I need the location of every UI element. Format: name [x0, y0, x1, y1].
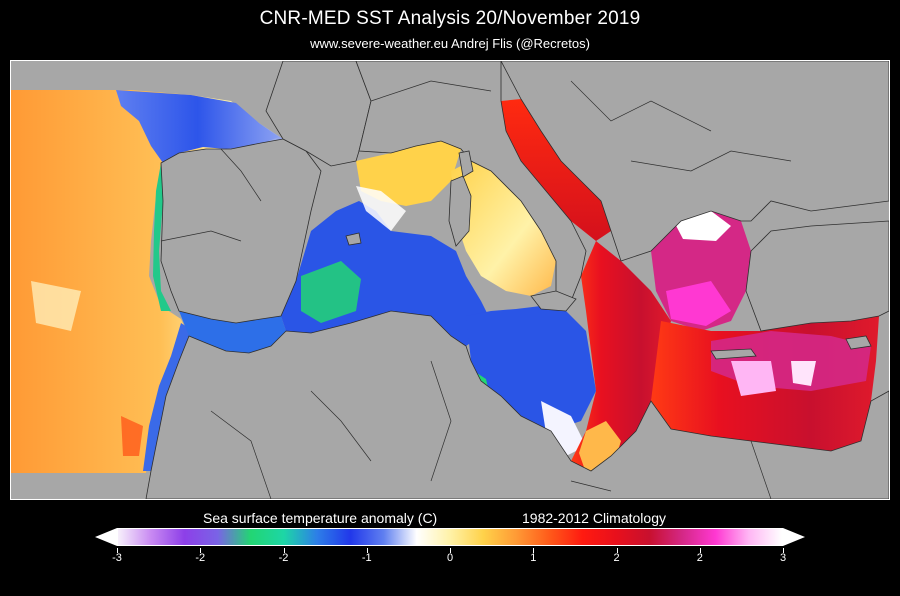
- mallorca-outline: [345, 232, 362, 246]
- colorbar-tick: [533, 548, 535, 553]
- colorbar-tick-label: -1: [361, 552, 372, 564]
- corsica-outline: [458, 150, 474, 178]
- colorbar-tick: [283, 548, 285, 553]
- colorbar-tick: [616, 548, 618, 553]
- ligurian-white: [356, 186, 406, 231]
- italy-outline: [355, 61, 587, 307]
- colorbar-tick: [366, 548, 368, 553]
- sst-anomaly-map: [10, 60, 890, 500]
- atlantic-white-patch: [31, 281, 81, 331]
- levantine-white-2: [791, 361, 816, 386]
- bay-of-biscay: [116, 90, 279, 163]
- colorbar-tick-label: 0: [446, 552, 454, 564]
- colorbar-tick: [699, 548, 701, 553]
- iberia-coastal-strip: [153, 161, 171, 311]
- balkans-outline: [500, 61, 889, 262]
- north-africa-outline: [145, 310, 889, 499]
- legend-title: Sea surface temperature anomaly (C): [203, 510, 438, 526]
- country-borders: [160, 80, 792, 499]
- map-title: CNR-MED SST Analysis 20/November 2019: [259, 8, 641, 29]
- colorbar-tick-label: -3: [112, 552, 122, 564]
- colorbar-tick-label: 3: [779, 552, 787, 564]
- colorbar-tick-label: 2: [613, 552, 620, 564]
- ligurian-sea: [356, 141, 461, 206]
- colorbar-tick-label: -2: [195, 552, 206, 564]
- ionian-sea: [571, 241, 671, 471]
- adriatic-sea: [501, 99, 611, 241]
- morocco-coastal-strip: [143, 323, 193, 471]
- colorbar-tick: [450, 548, 451, 553]
- cyprus-outline: [845, 335, 872, 350]
- map-subtitle: www.severe-weather.eu Andrej Flis (@Recr…: [310, 36, 590, 51]
- colorbar-tick: [783, 548, 784, 553]
- levantine-white-1: [731, 361, 776, 396]
- sicily-channel: [466, 306, 596, 431]
- colorbar-tick-label: -2: [278, 552, 289, 564]
- atlantic-warm-patch: [121, 416, 143, 456]
- legend-climatology: 1982-2012 Climatology: [522, 510, 666, 526]
- crete-outline: [710, 348, 757, 360]
- colorbar-min-arrow-icon: [95, 528, 117, 546]
- sicily-outline: [530, 290, 577, 312]
- colorbar-tick: [117, 548, 118, 553]
- colorbar-max-arrow-icon: [783, 528, 805, 546]
- tyrrhenian-sea: [451, 161, 556, 296]
- iberia-outline: [160, 138, 322, 324]
- colorbar-tick-label: 1: [530, 552, 537, 564]
- colorbar: [117, 528, 783, 546]
- ionian-white: [541, 401, 586, 456]
- map-canvas: [11, 61, 889, 499]
- balearic-green: [301, 261, 361, 323]
- anatolia-outline: [745, 220, 889, 332]
- colorbar-tick-label: 2: [696, 552, 703, 564]
- colorbar-tick: [200, 548, 202, 553]
- atlantic-ocean: [11, 90, 283, 473]
- aegean-magenta: [666, 281, 731, 326]
